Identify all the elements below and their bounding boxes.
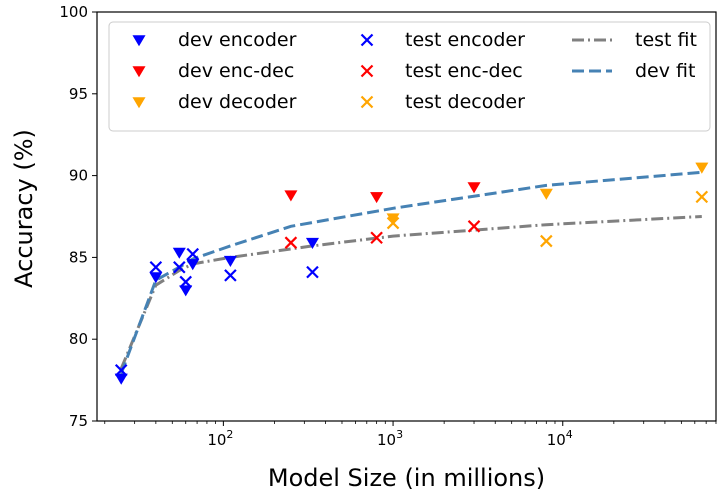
point-dev-encoder-5 xyxy=(223,255,237,267)
point-test-encoder-5 xyxy=(224,269,237,282)
point-test-encoder-0 xyxy=(114,364,128,377)
legend-label-test-decoder: test decoder xyxy=(405,91,525,113)
x-tick-label-0: 102 xyxy=(207,428,233,449)
ticks-layer: 75 80 85 90 95 100 102 103 104 xyxy=(59,3,717,449)
legend-marker-test-encoder xyxy=(360,33,374,47)
y-tick-label-3: 90 xyxy=(69,167,88,185)
point-dev-encoder-6 xyxy=(305,237,319,249)
y-tick-label-0: 75 xyxy=(69,412,88,430)
legend-label-dev-fit: dev fit xyxy=(635,60,695,82)
legend-item-test-decoder: test decoder xyxy=(360,91,525,113)
point-test-encoder-2 xyxy=(173,260,186,274)
legend-label-test-enc-dec: test enc-dec xyxy=(405,60,523,82)
point-test-encoder-5-stroke-b xyxy=(224,269,237,282)
legend-label-dev-enc-dec: dev enc-dec xyxy=(178,60,294,82)
point-test-encoder-1 xyxy=(149,260,163,274)
y-tick-label-4: 95 xyxy=(69,85,88,103)
legend-item-test-fit: test fit xyxy=(572,29,697,51)
legend-marker-dev-encoder xyxy=(132,35,146,47)
series-line-dev-fit xyxy=(119,170,702,375)
point-test-decoder-2 xyxy=(695,190,709,204)
legend: dev encoder dev enc-dec dev decoder test en… xyxy=(108,21,711,132)
point-dev-encoder-4 xyxy=(186,259,200,271)
point-test-enc-dec-2 xyxy=(467,220,481,233)
point-test-encoder-3-stroke-b xyxy=(179,275,193,289)
point-test-encoder-2-stroke-b xyxy=(173,260,186,274)
point-test-decoder-0 xyxy=(386,216,400,230)
x-tick-label-2: 104 xyxy=(547,428,573,449)
legend-box xyxy=(108,21,711,132)
y-tick-label-1: 80 xyxy=(69,330,88,348)
point-test-decoder-1 xyxy=(540,234,553,248)
legend-marker-dev-decoder xyxy=(132,97,146,109)
legend-marker-test-enc-dec xyxy=(360,64,374,78)
x-tick-label-1: 103 xyxy=(377,428,403,449)
point-test-decoder-1-stroke-b xyxy=(540,234,553,248)
legend-item-dev-enc-dec: dev enc-dec xyxy=(132,60,294,82)
y-tick-label-5: 100 xyxy=(59,3,88,21)
point-test-encoder-6 xyxy=(306,265,319,279)
legend-item-dev-fit: dev fit xyxy=(572,60,695,82)
legend-marker-dev-enc-dec xyxy=(132,66,146,78)
point-dev-decoder-1 xyxy=(539,188,553,200)
point-test-enc-dec-2-stroke-b xyxy=(467,220,481,233)
point-test-decoder-2-stroke-b xyxy=(695,190,709,204)
point-test-decoder-0-stroke-b xyxy=(386,216,400,230)
point-test-enc-dec-1 xyxy=(370,231,383,245)
legend-label-test-fit: test fit xyxy=(635,29,697,51)
data-points-layer xyxy=(114,162,709,385)
point-dev-encoder-1 xyxy=(149,272,163,284)
point-dev-enc-dec-0 xyxy=(284,190,298,202)
point-dev-encoder-0 xyxy=(114,373,128,385)
point-test-enc-dec-0-stroke-b xyxy=(284,236,298,249)
point-test-encoder-0-stroke-b xyxy=(114,364,128,377)
point-dev-enc-dec-2 xyxy=(467,182,481,194)
legend-marker-test-enc-dec-stroke-b xyxy=(360,64,374,78)
legend-label-dev-encoder: dev encoder xyxy=(178,29,297,51)
point-dev-encoder-2 xyxy=(172,247,186,259)
point-test-encoder-1-stroke-b xyxy=(149,260,163,274)
fit-lines-layer xyxy=(119,170,702,375)
x-axis-title: Model Size (in millions) xyxy=(268,464,545,492)
point-dev-enc-dec-1 xyxy=(370,192,384,204)
point-dev-decoder-2 xyxy=(695,162,709,174)
point-test-encoder-4-stroke-b xyxy=(186,247,200,261)
legend-label-test-encoder: test encoder xyxy=(405,29,525,51)
legend-marker-test-decoder-stroke-b xyxy=(360,95,374,109)
point-test-encoder-3 xyxy=(179,275,193,289)
legend-item-test-encoder: test encoder xyxy=(360,29,525,51)
plot-frame xyxy=(96,11,717,422)
point-dev-encoder-3 xyxy=(179,285,193,297)
legend-label-dev-decoder: dev decoder xyxy=(178,91,297,113)
legend-item-dev-decoder: dev decoder xyxy=(132,91,297,113)
point-test-enc-dec-0 xyxy=(284,236,298,249)
point-test-enc-dec-1-stroke-b xyxy=(370,231,383,245)
series-line-test-fit xyxy=(119,215,702,370)
legend-marker-test-encoder-stroke-b xyxy=(360,33,374,47)
legend-item-test-enc-dec: test enc-dec xyxy=(360,60,523,82)
y-tick-label-2: 85 xyxy=(69,248,88,266)
point-test-encoder-4 xyxy=(186,247,200,261)
legend-item-dev-encoder: dev encoder xyxy=(132,29,297,51)
point-test-encoder-6-stroke-b xyxy=(306,265,319,279)
y-axis-title: Accuracy (%) xyxy=(10,129,38,288)
legend-marker-test-decoder xyxy=(360,95,374,109)
